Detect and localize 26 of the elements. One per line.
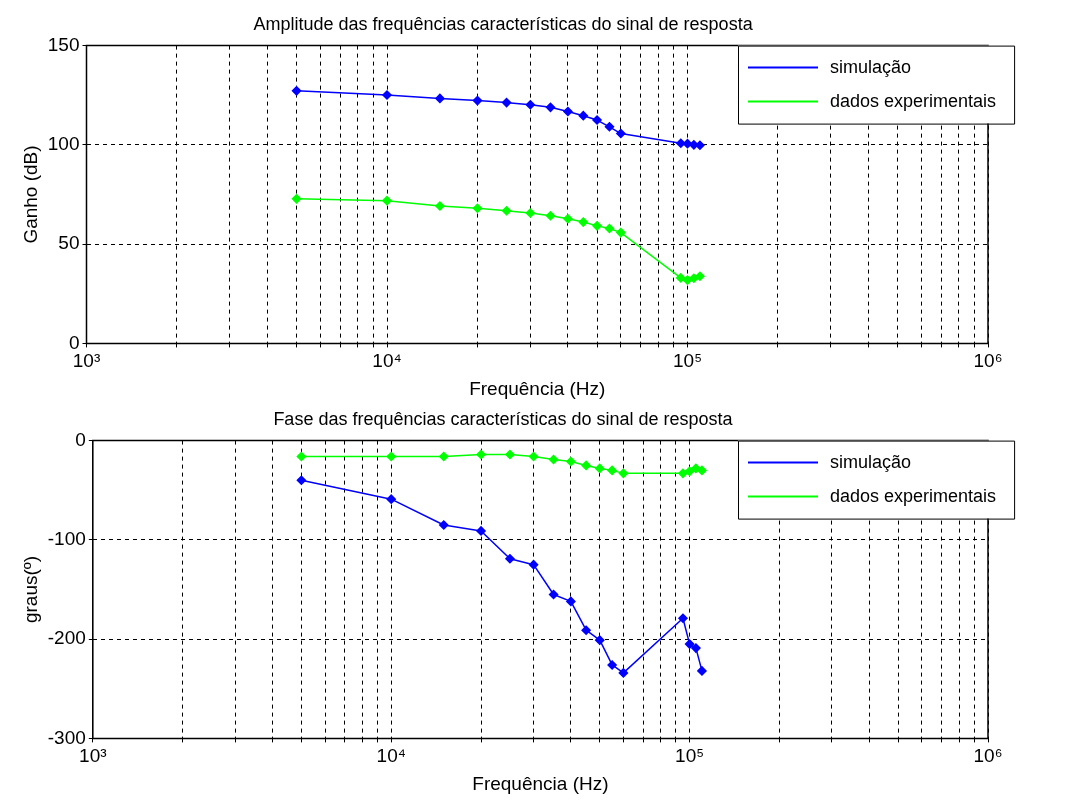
y-axis-title: Ganho (dB) xyxy=(19,145,41,244)
x-tick-label: 10⁴ xyxy=(376,745,406,767)
legend-label: simulação xyxy=(830,56,912,77)
chart-title: Fase das frequências características do sinal de resposta xyxy=(273,408,734,429)
x-axis-title: Frequência (Hz) xyxy=(469,377,606,399)
y-tick-label: -200 xyxy=(47,627,86,649)
legend-label: dados experimentais xyxy=(830,485,997,506)
y-tick-label: 0 xyxy=(68,331,80,353)
legend-label: dados experimentais xyxy=(830,90,997,111)
x-tick-label: 10⁵ xyxy=(675,745,705,767)
x-axis-title: Frequência (Hz) xyxy=(472,772,609,794)
legend-label: simulação xyxy=(830,451,912,472)
y-tick-label: -300 xyxy=(47,726,86,748)
y-tick-label: -100 xyxy=(47,528,86,550)
y-tick-label: 150 xyxy=(47,33,80,55)
y-axis-title: graus(º) xyxy=(19,555,41,624)
x-tick-label: 10⁵ xyxy=(672,350,703,372)
x-tick-label: 10⁶ xyxy=(973,350,1003,372)
x-tick-label: 10⁴ xyxy=(372,350,402,372)
x-tick-label: 10⁶ xyxy=(973,745,1003,767)
y-tick-label: 100 xyxy=(47,133,80,155)
y-tick-label: 50 xyxy=(58,232,80,254)
chart-title: Amplitude das frequências características do sinal de resposta xyxy=(253,13,754,34)
x-tick-label: 10³ xyxy=(72,350,101,372)
x-tick-label: 10³ xyxy=(79,745,107,767)
y-tick-label: 0 xyxy=(75,428,86,450)
